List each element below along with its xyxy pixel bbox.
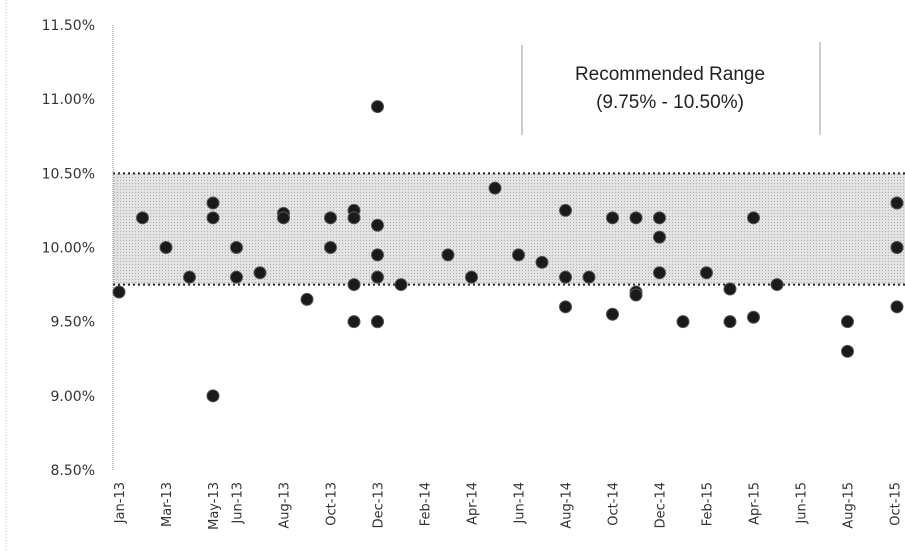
data-point	[441, 248, 455, 262]
data-point	[159, 241, 173, 254]
data-point	[723, 315, 737, 329]
data-point	[183, 270, 196, 284]
x-tick-label: Feb-14	[419, 482, 434, 526]
data-point	[841, 344, 854, 358]
data-point	[890, 196, 904, 210]
data-point	[770, 278, 784, 292]
data-point	[371, 315, 384, 329]
data-point	[347, 278, 361, 292]
data-point	[371, 100, 384, 114]
data-point	[629, 211, 643, 225]
data-point	[747, 310, 760, 324]
y-tick-label: 11.00%	[42, 92, 95, 108]
x-tick-label: Aug-13	[278, 482, 293, 529]
data-point	[206, 389, 220, 403]
data-point	[230, 241, 243, 254]
data-point	[653, 230, 666, 244]
data-point	[324, 241, 337, 254]
x-tick-label: Jun-15	[795, 482, 810, 525]
x-tick-label: May-13	[207, 482, 222, 530]
data-point	[700, 266, 713, 280]
data-point	[465, 270, 478, 284]
data-point	[890, 300, 904, 314]
data-point	[206, 211, 220, 225]
data-point	[723, 282, 737, 296]
x-tick-label: Dec-13	[372, 482, 387, 528]
data-point	[371, 248, 384, 262]
data-point	[582, 270, 596, 284]
data-point	[676, 315, 690, 329]
x-tick-label: Aug-14	[560, 482, 575, 529]
annotation-line-2: (9.75% - 10.50%)	[596, 92, 744, 113]
x-tick-label: Mar-13	[160, 482, 175, 527]
data-point	[512, 248, 525, 262]
x-tick-label: Oct-15	[889, 482, 904, 526]
data-point	[206, 196, 220, 210]
data-point	[230, 270, 243, 284]
data-point	[606, 211, 619, 225]
annotation-line-1: Recommended Range	[575, 64, 765, 85]
data-point	[653, 266, 666, 280]
x-tick-label: Feb-15	[701, 482, 716, 526]
x-tick-label: Dec-14	[654, 482, 669, 528]
data-point	[112, 285, 126, 299]
y-tick-label: 9.50%	[51, 315, 95, 331]
data-point	[277, 211, 290, 225]
y-tick-label: 8.50%	[51, 463, 95, 479]
data-point	[535, 255, 549, 269]
data-point	[653, 211, 666, 225]
data-point	[890, 241, 904, 254]
data-point	[371, 270, 384, 284]
x-tick-label: Jun-13	[231, 482, 246, 525]
data-point	[559, 270, 572, 284]
data-point	[606, 307, 619, 321]
x-tick-label: Oct-14	[607, 482, 622, 526]
data-point	[347, 211, 361, 225]
x-tick-label: Apr-15	[748, 482, 763, 525]
data-point	[488, 181, 502, 195]
data-point	[747, 211, 760, 225]
x-tick-label: Oct-13	[325, 482, 340, 526]
data-point	[347, 315, 361, 329]
y-tick-label: 10.50%	[42, 166, 95, 182]
recommended-range-band	[113, 173, 905, 285]
data-point	[300, 292, 314, 306]
data-point	[841, 315, 854, 329]
x-tick-label: Apr-14	[466, 482, 481, 525]
data-point	[629, 288, 643, 302]
data-point	[559, 300, 572, 314]
x-tick-label: Jun-14	[513, 482, 528, 525]
data-point	[559, 203, 572, 217]
data-point	[136, 211, 149, 225]
y-tick-label: 9.00%	[51, 389, 95, 405]
data-point	[253, 266, 267, 280]
x-tick-label: Jan-13	[113, 482, 128, 524]
y-tick-label: 11.50%	[42, 18, 95, 34]
data-point	[394, 278, 408, 292]
y-tick-label: 10.00%	[42, 241, 95, 257]
data-point	[371, 218, 384, 232]
data-point	[324, 211, 337, 225]
x-tick-label: Aug-15	[842, 482, 857, 529]
